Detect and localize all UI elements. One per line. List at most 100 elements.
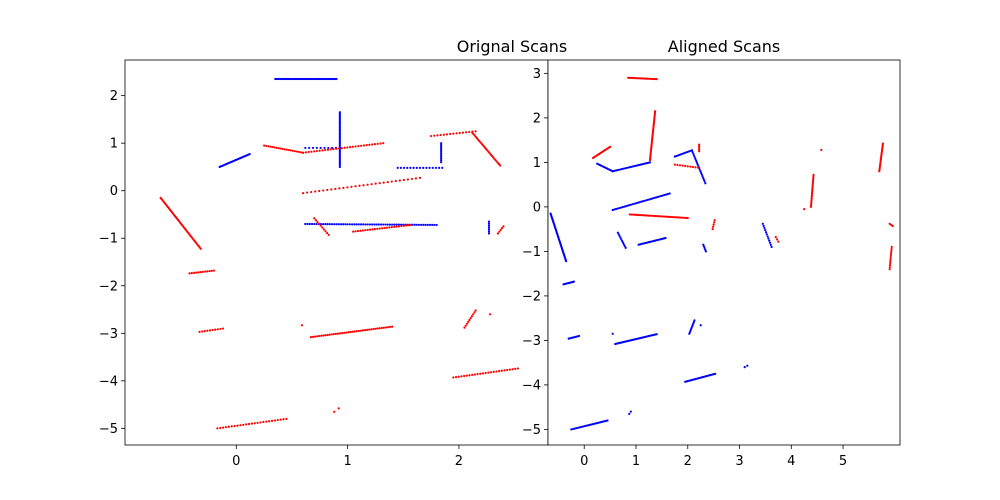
- aligned-scans-red-point: [697, 166, 700, 169]
- aligned-scans-y-tick-label: −1: [522, 245, 541, 260]
- aligned-scans-red-point: [811, 188, 814, 192]
- original-scans-red-point: [328, 333, 331, 336]
- aligned-scans-blue-point: [648, 198, 651, 201]
- original-scans-red-point: [395, 225, 398, 228]
- original-scans-red-point: [473, 311, 476, 314]
- original-scans-red-point: [382, 142, 385, 145]
- original-scans-blue-point: [285, 77, 288, 81]
- aligned-scans-red-point: [655, 78, 658, 81]
- original-scans-red-point: [393, 225, 396, 228]
- aligned-scans-blue-point: [699, 324, 702, 327]
- aligned-scans-red-point: [888, 264, 892, 267]
- original-scans-red-point: [315, 149, 319, 153]
- original-scans-red-point: [214, 328, 217, 331]
- aligned-scans-red-point: [659, 215, 662, 218]
- aligned-scans-blue-point: [624, 246, 627, 249]
- original-scans-blue-point: [413, 223, 416, 226]
- aligned-scans-red-point: [811, 180, 815, 183]
- aligned-scans-plot-frame: [547, 59, 901, 446]
- original-scans-red-point: [265, 144, 268, 148]
- aligned-scans-red-point: [683, 216, 686, 219]
- original-scans-red-point: [371, 143, 374, 146]
- original-scans-red-point: [192, 271, 196, 274]
- original-scans-blue-point: [318, 77, 321, 81]
- aligned-scans-blue-point: [651, 197, 655, 200]
- aligned-scans-red-point: [712, 225, 715, 229]
- original-scans-red-point: [365, 144, 368, 147]
- original-scans-red-point: [357, 329, 360, 333]
- original-scans-red-point: [277, 147, 280, 150]
- original-scans-red-point: [273, 146, 276, 149]
- original-scans-red-point: [372, 327, 375, 331]
- original-scans-red-point: [479, 372, 482, 375]
- original-scans-red-point: [418, 176, 422, 179]
- original-scans-x-tick-label: 1: [343, 454, 351, 469]
- original-scans-blue-point: [328, 223, 331, 226]
- aligned-scans-blue-point: [658, 195, 661, 198]
- aligned-scans-blue-point: [702, 243, 705, 246]
- original-scans-blue-point: [371, 223, 374, 226]
- aligned-scans-blue-point: [694, 157, 697, 161]
- aligned-scans-red-point: [890, 223, 893, 226]
- original-scans-red-point: [385, 226, 389, 229]
- original-scans-blue-point: [409, 166, 412, 169]
- original-scans-blue-point: [304, 222, 307, 226]
- original-scans-blue-point: [440, 142, 443, 145]
- original-scans-red-point: [270, 419, 274, 422]
- aligned-scans-blue-point: [714, 372, 717, 375]
- aligned-scans-red-point: [647, 214, 650, 217]
- original-scans-red-point: [487, 371, 490, 374]
- original-scans-blue-point: [426, 223, 429, 226]
- original-scans-red-point: [368, 143, 371, 146]
- original-scans-blue-point: [332, 77, 335, 81]
- aligned-scans-red-point: [889, 260, 892, 263]
- original-scans-blue-point: [440, 145, 443, 148]
- original-scans-blue-point: [440, 150, 443, 153]
- aligned-scans-red-point: [673, 163, 676, 166]
- original-scans-red-point: [216, 427, 219, 430]
- aligned-scans-red-point: [642, 214, 645, 217]
- original-scans-red-point: [250, 422, 253, 425]
- original-scans-red-point: [306, 191, 309, 194]
- original-scans-red-point: [302, 151, 305, 154]
- original-scans-red-point: [363, 329, 367, 332]
- original-scans-x-axis: 0 1 2: [232, 445, 463, 469]
- original-scans-x-tick-label: 0: [232, 454, 240, 469]
- original-scans-red-point: [233, 424, 236, 428]
- original-scans-blue-point: [440, 154, 443, 157]
- aligned-scans-blue-point: [653, 196, 656, 199]
- original-scans-red-point: [206, 270, 209, 273]
- aligned-scans-red-point: [698, 146, 701, 149]
- aligned-scans-red-point: [890, 251, 893, 255]
- original-scans-red-point: [449, 132, 452, 136]
- aligned-scans-blue-point: [628, 204, 631, 207]
- aligned-scans-y-tick-label: −3: [522, 334, 541, 349]
- original-scans-red-point: [343, 146, 346, 149]
- original-scans-red-point: [414, 177, 418, 180]
- original-scans-red-point: [227, 425, 230, 428]
- aligned-scans-red-point: [889, 253, 893, 257]
- original-scans-red-point: [516, 367, 520, 370]
- original-scans-blue-point: [283, 77, 286, 81]
- aligned-scans-red-point: [698, 148, 701, 151]
- original-scans-red-point: [195, 271, 198, 274]
- original-scans-blue-point: [315, 146, 318, 150]
- aligned-scans-blue-point: [700, 173, 703, 176]
- original-scans-red-point: [354, 185, 357, 188]
- aligned-scans-blue-point: [577, 334, 581, 338]
- original-scans-red-point: [316, 220, 319, 224]
- aligned-scans-red-point: [711, 228, 714, 231]
- original-scans-red-point: [382, 181, 385, 184]
- aligned-scans-red-point: [652, 214, 655, 218]
- original-scans-red-point: [322, 228, 325, 231]
- original-scans-blue-point: [487, 230, 491, 233]
- aligned-scans-blue-point: [692, 154, 696, 157]
- original-scans-red-point: [197, 271, 200, 274]
- original-scans-red-point: [502, 225, 505, 228]
- original-scans-blue-point: [377, 223, 380, 226]
- original-scans-blue-point: [440, 152, 443, 155]
- aligned-scans-blue-point: [655, 196, 658, 199]
- aligned-scans-red-point: [654, 214, 657, 218]
- original-scans-blue-point: [386, 223, 389, 226]
- original-scans-red-point: [329, 148, 332, 151]
